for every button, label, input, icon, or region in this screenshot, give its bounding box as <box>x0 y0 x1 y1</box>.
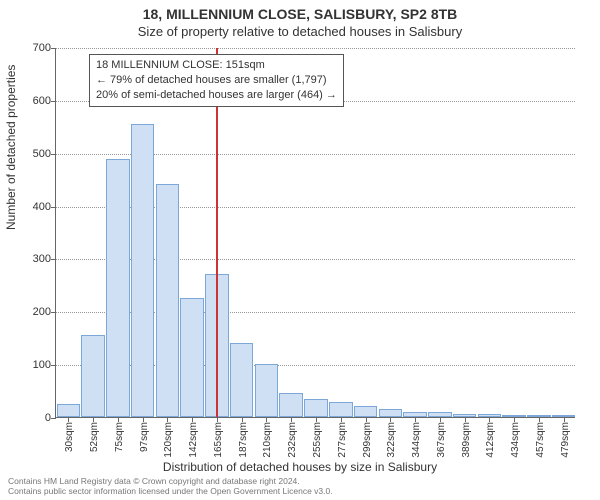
ytick-label: 500 <box>21 148 51 160</box>
ytick-mark <box>51 48 56 49</box>
histogram-bar <box>81 335 105 417</box>
gridline <box>56 48 575 49</box>
xtick-label: 299sqm <box>362 422 373 458</box>
chart-title-line2: Size of property relative to detached ho… <box>0 24 600 39</box>
annotation-line: ← 79% of detached houses are smaller (1,… <box>96 73 337 88</box>
xtick-label: 277sqm <box>337 422 348 458</box>
xtick-label: 120sqm <box>163 422 174 458</box>
ytick-mark <box>51 154 56 155</box>
histogram-bar <box>230 343 254 417</box>
ytick-mark <box>51 418 56 419</box>
footer-line1: Contains HM Land Registry data © Crown c… <box>8 476 333 486</box>
y-axis-label: Number of detached properties <box>4 65 18 230</box>
xtick-label: 255sqm <box>312 422 323 458</box>
plot-area: 18 MILLENNIUM CLOSE: 151sqm← 79% of deta… <box>55 48 575 418</box>
histogram-bar <box>106 159 130 417</box>
xtick-label: 434sqm <box>510 422 521 458</box>
histogram-bar <box>57 404 81 417</box>
annotation-line: 20% of semi-detached houses are larger (… <box>96 88 337 103</box>
ytick-mark <box>51 207 56 208</box>
ytick-mark <box>51 101 56 102</box>
ytick-label: 0 <box>21 412 51 424</box>
ytick-label: 600 <box>21 95 51 107</box>
footer-line2: Contains public sector information licen… <box>8 486 333 496</box>
xtick-label: 142sqm <box>188 422 199 458</box>
annotation-box: 18 MILLENNIUM CLOSE: 151sqm← 79% of deta… <box>89 54 344 107</box>
histogram-bar <box>131 124 155 417</box>
histogram-bar <box>379 409 403 417</box>
ytick-label: 200 <box>21 306 51 318</box>
xtick-label: 479sqm <box>560 422 571 458</box>
ytick-label: 700 <box>21 42 51 54</box>
xtick-label: 52sqm <box>89 422 100 452</box>
histogram-bar <box>279 393 303 417</box>
xtick-label: 30sqm <box>64 422 75 452</box>
histogram-bar <box>304 399 328 418</box>
ytick-label: 300 <box>21 253 51 265</box>
histogram-bar <box>255 364 279 417</box>
xtick-label: 457sqm <box>535 422 546 458</box>
xtick-label: 389sqm <box>461 422 472 458</box>
ytick-label: 100 <box>21 359 51 371</box>
chart-title-line1: 18, MILLENNIUM CLOSE, SALISBURY, SP2 8TB <box>0 6 600 22</box>
histogram-bar <box>354 406 378 417</box>
histogram-bar <box>156 184 180 417</box>
x-axis-label: Distribution of detached houses by size … <box>0 460 600 474</box>
xtick-label: 210sqm <box>262 422 273 458</box>
chart-container: 18, MILLENNIUM CLOSE, SALISBURY, SP2 8TB… <box>0 0 600 500</box>
xtick-label: 75sqm <box>114 422 125 452</box>
ytick-mark <box>51 365 56 366</box>
xtick-label: 187sqm <box>238 422 249 458</box>
xtick-label: 344sqm <box>411 422 422 458</box>
histogram-bar <box>180 298 204 417</box>
xtick-label: 322sqm <box>386 422 397 458</box>
annotation-line: 18 MILLENNIUM CLOSE: 151sqm <box>96 58 337 73</box>
xtick-label: 412sqm <box>485 422 496 458</box>
ytick-mark <box>51 312 56 313</box>
xtick-label: 97sqm <box>139 422 150 452</box>
histogram-bar <box>329 402 353 417</box>
xtick-label: 165sqm <box>213 422 224 458</box>
xtick-label: 232sqm <box>287 422 298 458</box>
footer-attribution: Contains HM Land Registry data © Crown c… <box>8 476 333 496</box>
ytick-mark <box>51 259 56 260</box>
xtick-label: 367sqm <box>436 422 447 458</box>
ytick-label: 400 <box>21 201 51 213</box>
